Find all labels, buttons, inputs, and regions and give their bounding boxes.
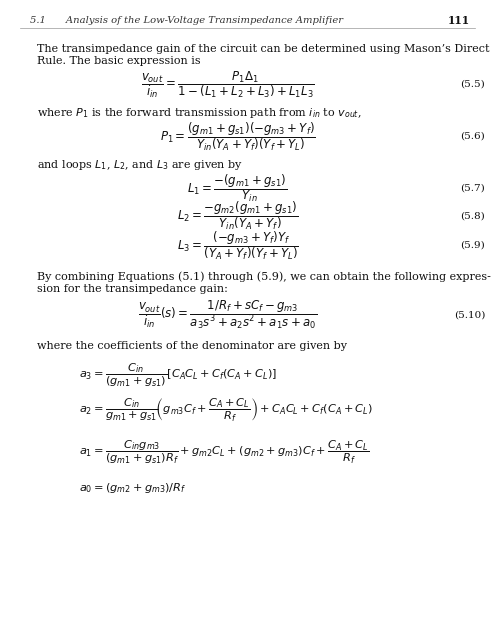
Text: Rule. The basic expression is: Rule. The basic expression is: [37, 56, 201, 66]
Text: $L_3 = \dfrac{(-g_{m3}+Y_f)Y_f}{(Y_A+Y_f)(Y_f+Y_L)}$: $L_3 = \dfrac{(-g_{m3}+Y_f)Y_f}{(Y_A+Y_f…: [177, 228, 298, 262]
Text: $P_1 = \dfrac{(g_{m1}+g_{s1})(-g_{m3}+Y_f)}{Y_{in}(Y_A+Y_f)(Y_f+Y_L)}$: $P_1 = \dfrac{(g_{m1}+g_{s1})(-g_{m3}+Y_…: [159, 120, 316, 153]
Text: 111: 111: [448, 15, 470, 26]
Text: $L_1 = \dfrac{-(g_{m1}+g_{s1})}{Y_{in}}$: $L_1 = \dfrac{-(g_{m1}+g_{s1})}{Y_{in}}$: [188, 172, 288, 204]
Text: $a_1 = \dfrac{C_{in}g_{m3}}{(g_{m1}+g_{s1})R_f} + g_{m2}C_L + (g_{m2}+g_{m3})C_f: $a_1 = \dfrac{C_{in}g_{m3}}{(g_{m1}+g_{s…: [79, 438, 370, 466]
Text: (5.9): (5.9): [460, 241, 485, 250]
Text: sion for the transimpedance gain:: sion for the transimpedance gain:: [37, 284, 228, 294]
Text: where $P_1$ is the forward transmission path from $i_{in}$ to $v_{out}$,: where $P_1$ is the forward transmission …: [37, 106, 362, 120]
Text: $a_3 = \dfrac{C_{in}}{(g_{m1}+g_{s1})}[C_AC_L + C_f(C_A+C_L)]$: $a_3 = \dfrac{C_{in}}{(g_{m1}+g_{s1})}[C…: [79, 362, 277, 389]
Text: $\dfrac{v_{out}}{i_{in}} = \dfrac{P_1\Delta_1}{1-(L_1+L_2+L_3)+L_1L_3}$: $\dfrac{v_{out}}{i_{in}} = \dfrac{P_1\De…: [141, 69, 314, 100]
Text: $\dfrac{v_{out}}{i_{in}}(s) = \dfrac{1/R_f + sC_f - g_{m3}}{a_3s^3 + a_2s^2 + a_: $\dfrac{v_{out}}{i_{in}}(s) = \dfrac{1/R…: [138, 298, 317, 332]
Text: 5.1  Analysis of the Low-Voltage Transimpedance Amplifier: 5.1 Analysis of the Low-Voltage Transimp…: [30, 16, 343, 25]
Text: (5.6): (5.6): [460, 132, 485, 141]
Text: $a_2 = \dfrac{C_{in}}{g_{m1}+g_{s1}}\!\left(g_{m3}C_f + \dfrac{C_A+C_L}{R_f}\rig: $a_2 = \dfrac{C_{in}}{g_{m1}+g_{s1}}\!\l…: [79, 397, 373, 424]
Text: The transimpedance gain of the circuit can be determined using Mason’s Direct: The transimpedance gain of the circuit c…: [37, 44, 490, 54]
Text: (5.7): (5.7): [460, 184, 485, 193]
Text: By combining Equations (5.1) through (5.9), we can obtain the following expres-: By combining Equations (5.1) through (5.…: [37, 271, 491, 282]
Text: (5.5): (5.5): [460, 80, 485, 89]
Text: and loops $L_1$, $L_2$, and $L_3$ are given by: and loops $L_1$, $L_2$, and $L_3$ are gi…: [37, 158, 243, 172]
Text: (5.10): (5.10): [454, 310, 485, 319]
Text: where the coefficients of the denominator are given by: where the coefficients of the denominato…: [37, 341, 347, 351]
Text: (5.8): (5.8): [460, 211, 485, 220]
Text: $a_0 = (g_{m2}+g_{m3})/R_f$: $a_0 = (g_{m2}+g_{m3})/R_f$: [79, 481, 187, 495]
Text: $L_2 = \dfrac{-g_{m2}(g_{m1}+g_{s1})}{Y_{in}(Y_A+Y_f)}$: $L_2 = \dfrac{-g_{m2}(g_{m1}+g_{s1})}{Y_…: [177, 199, 298, 232]
